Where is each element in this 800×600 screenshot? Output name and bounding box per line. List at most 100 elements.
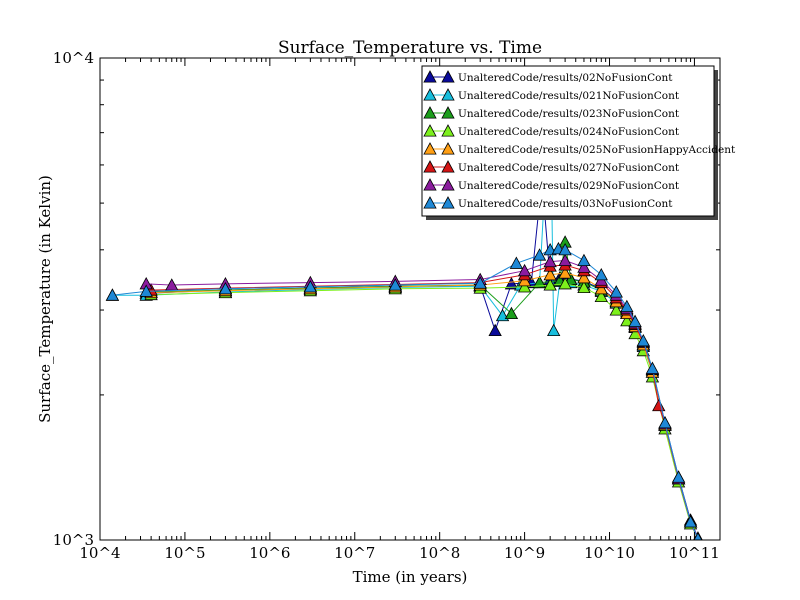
legend-entry: UnalteredCode/results/027NoFusionCont [423, 160, 680, 174]
legend-label: UnalteredCode/results/02NoFusionCont [458, 72, 673, 84]
data-point-8-17 [636, 333, 650, 347]
data-point-8-20 [671, 470, 686, 483]
legend-marker [441, 124, 455, 137]
data-point-8-19 [658, 416, 672, 429]
data-point-2-11 [547, 323, 561, 337]
series-line-1 [146, 179, 699, 539]
x-tick-label: 10^11 [669, 544, 720, 562]
data-point-8-1 [105, 288, 120, 301]
legend-entry: UnalteredCode/results/02NoFusionCont [423, 70, 673, 84]
legend-marker [441, 88, 455, 101]
legend-label: UnalteredCode/results/027NoFusionCont [458, 162, 680, 174]
data-point-4-6 [517, 280, 532, 293]
data-point-8-16 [628, 314, 642, 328]
legend-label: UnalteredCode/results/025NoFusionHappyAc… [458, 144, 736, 156]
data-point-8-7 [509, 256, 524, 269]
legend-marker [423, 70, 437, 83]
series-line-4 [151, 283, 699, 540]
data-point-8-18 [645, 361, 660, 374]
data-point-4-11 [609, 303, 623, 316]
legend-marker [423, 160, 437, 173]
x-tick-labels: 10^4 10^5 10^6 10^7 10^8 10^9 10^10 10^11 [79, 544, 719, 562]
x-tick-label: 10^8 [419, 544, 460, 562]
data-point-8-12 [577, 253, 591, 267]
data-point-8-22 [693, 532, 703, 540]
legend-label: UnalteredCode/results/024NoFusionCont [458, 126, 680, 138]
legend-label: UnalteredCode/results/023NoFusionCont [458, 108, 680, 120]
legend-marker [441, 70, 455, 83]
data-point-4-12 [620, 313, 634, 327]
x-tick-label: 10^4 [79, 544, 120, 562]
legend-marker [441, 106, 455, 119]
legend-marker [423, 88, 437, 101]
data-point-7-10 [577, 260, 591, 273]
y-tick-label: 10^3 [53, 531, 94, 549]
data-point-2-7 [495, 308, 510, 322]
legend-marker [441, 178, 455, 191]
series-line-8 [112, 248, 699, 540]
legend-label: UnalteredCode/results/021NoFusionCont [458, 90, 680, 102]
data-point-1-7 [504, 276, 519, 290]
data-point-3-7 [532, 275, 547, 289]
data-point-3-6 [504, 306, 519, 320]
data-point-8-4 [303, 280, 318, 293]
data-point-5-6 [517, 273, 532, 287]
x-axis-label: Time (in years) [353, 568, 468, 586]
data-point-8-2 [139, 284, 153, 297]
series-1 [139, 172, 703, 540]
data-point-5-8 [558, 266, 572, 279]
legend-entry: UnalteredCode/results/029NoFusionCont [423, 178, 680, 192]
legend-entry: UnalteredCode/results/024NoFusionCont [423, 124, 680, 138]
series-4 [144, 276, 703, 540]
data-point-7-9 [558, 253, 572, 267]
data-point-6-16 [652, 398, 666, 412]
data-point-5-7 [543, 267, 557, 281]
legend-marker [423, 124, 437, 137]
legend-label: UnalteredCode/results/029NoFusionCont [458, 180, 680, 192]
legend-entry: UnalteredCode/results/021NoFusionCont [423, 88, 680, 102]
data-point-7-8 [543, 254, 557, 268]
data-point-5-10 [594, 281, 608, 295]
plot-frame [99, 57, 721, 541]
legend-marker [423, 106, 437, 119]
data-point-4-7 [543, 278, 557, 291]
data-point-8-14 [609, 285, 623, 298]
legend-marker [441, 160, 455, 173]
data-point-8-6 [473, 276, 487, 289]
legend-marker [423, 142, 437, 155]
data-point-8-13 [594, 267, 608, 281]
legend-marker [423, 178, 437, 191]
y-tick-label: 10^4 [53, 49, 94, 67]
legend-marker [441, 142, 455, 155]
series-6 [144, 258, 703, 540]
x-tick-label: 10^6 [249, 544, 290, 562]
legend: UnalteredCode/results/02NoFusionCont Unal… [421, 65, 736, 220]
x-tick-label: 10^7 [334, 544, 375, 562]
legend-marker [423, 196, 437, 209]
x-tick-label: 10^10 [584, 544, 635, 562]
legend-box [421, 65, 715, 217]
data-point-8-11 [558, 242, 572, 256]
series-8 [105, 241, 703, 540]
y-axis-label: Surface_Temperature (in Kelvin) [36, 175, 54, 423]
legend-entry: UnalteredCode/results/03NoFusionCont [423, 196, 673, 210]
data-point-5-9 [577, 270, 591, 284]
data-point-8-15 [620, 299, 634, 313]
data-point-8-3 [218, 281, 233, 295]
data-point-8-8 [532, 248, 547, 261]
data-point-8-5 [388, 278, 402, 291]
legend-marker [441, 196, 455, 209]
legend-label: UnalteredCode/results/03NoFusionCont [458, 198, 673, 210]
data-point-1-6 [488, 323, 502, 337]
chart-title: Surface_Temperature vs. Time [278, 38, 542, 58]
data-point-4-9 [577, 280, 591, 294]
legend-entry: UnalteredCode/results/023NoFusionCont [423, 106, 680, 120]
data-point-4-8 [558, 276, 572, 290]
data-point-8-21 [683, 515, 698, 528]
series-3 [144, 235, 703, 540]
legend-entry: UnalteredCode/results/025NoFusionHappyAc… [423, 142, 736, 156]
x-tick-label: 10^9 [504, 544, 545, 562]
data-point-4-10 [594, 289, 608, 303]
y-tick-labels: 10^3 10^4 [53, 49, 94, 549]
